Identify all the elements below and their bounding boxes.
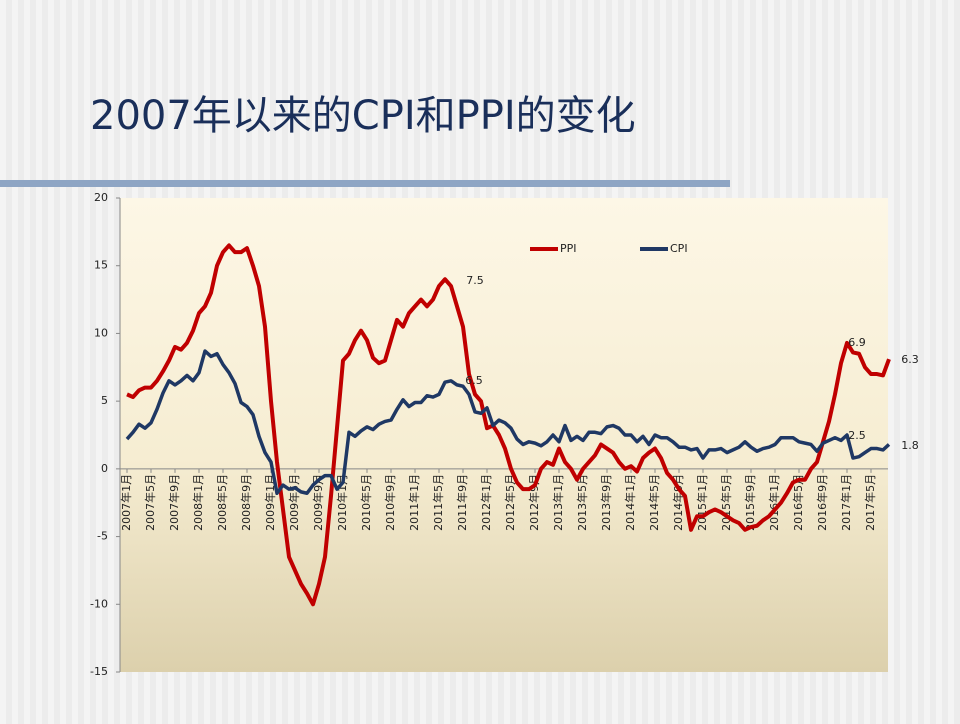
x-tick-label: 2012年1月	[479, 474, 493, 531]
annotation: 6.5	[465, 374, 483, 387]
x-tick-label: 2016年5月	[791, 474, 805, 531]
x-tick-label: 2014年9月	[671, 474, 685, 531]
x-tick-label: 2007年1月	[119, 474, 133, 531]
x-tick-label: 2009年1月	[263, 474, 277, 531]
y-tick-label: -10	[90, 597, 108, 610]
x-tick-label: 2010年9月	[383, 474, 397, 531]
y-tick-label: 20	[94, 191, 108, 204]
x-tick-label: 2011年9月	[455, 474, 469, 531]
y-tick-label: 10	[94, 326, 108, 339]
x-tick-label: 2010年5月	[359, 474, 373, 531]
chart-title: 2007年以来的CPI和PPI的变化	[90, 93, 636, 139]
y-tick-label: 15	[94, 259, 108, 272]
x-tick-label: 2009年5月	[287, 474, 301, 531]
y-tick-label: 0	[101, 462, 108, 475]
x-tick-label: 2007年9月	[167, 474, 181, 531]
series-line	[126, 243, 891, 607]
x-tick-label: 2013年1月	[551, 474, 565, 531]
x-tick-label: 2014年5月	[647, 474, 661, 531]
x-tick-label: 2009年9月	[311, 474, 325, 531]
x-tick-label: 2012年5月	[503, 474, 517, 531]
legend-label: PPI	[560, 242, 577, 255]
legend-label: CPI	[670, 242, 688, 255]
x-tick-label: 2007年5月	[143, 474, 157, 531]
annotation: 6.9	[848, 336, 866, 349]
x-tick-label: 2017年1月	[839, 474, 853, 531]
x-tick-label: 2016年9月	[815, 474, 829, 531]
annotation: 1.8	[901, 439, 919, 452]
annotation: 7.5	[466, 274, 484, 287]
x-tick-label: 2011年1月	[407, 474, 421, 531]
y-tick-label: 5	[101, 394, 108, 407]
x-tick-label: 2014年1月	[623, 474, 637, 531]
y-tick-label: -15	[90, 665, 108, 678]
x-tick-label: 2013年5月	[575, 474, 589, 531]
x-tick-label: 2013年9月	[599, 474, 613, 531]
plot-area	[120, 198, 888, 672]
title-bar	[0, 180, 730, 187]
x-tick-label: 2008年1月	[191, 474, 205, 531]
x-tick-label: 2011年5月	[431, 474, 445, 531]
y-tick-label: -5	[97, 530, 108, 543]
x-tick-label: 2015年9月	[743, 474, 757, 531]
x-tick-label: 2017年5月	[863, 474, 877, 531]
annotation: 2.5	[848, 429, 866, 442]
x-tick-label: 2015年1月	[695, 474, 709, 531]
x-tick-label: 2008年9月	[239, 474, 253, 531]
x-tick-label: 2008年5月	[215, 474, 229, 531]
series-line	[125, 349, 891, 495]
annotation: 6.3	[901, 353, 919, 366]
x-tick-label: 2015年5月	[719, 474, 733, 531]
